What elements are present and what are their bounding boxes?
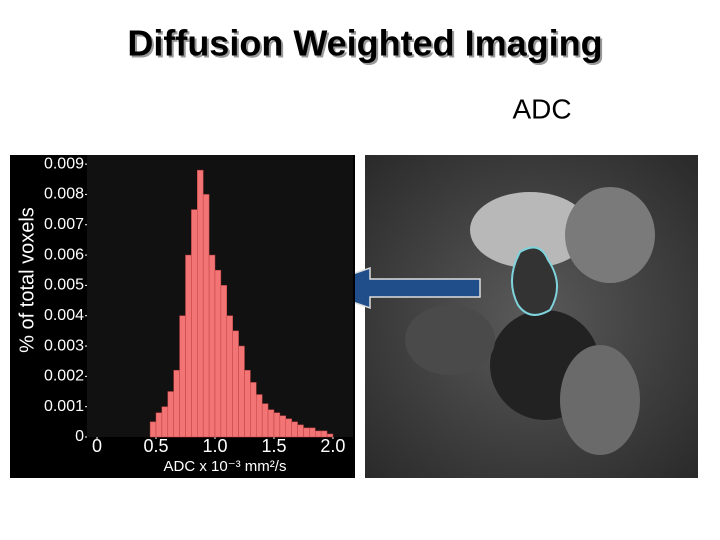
bar (303, 427, 310, 438)
bar (238, 345, 245, 438)
bar (273, 412, 281, 438)
y-tick-label: 0.001 (44, 398, 84, 415)
bar (208, 254, 216, 438)
bar (202, 194, 210, 438)
bar (185, 254, 192, 438)
bar (320, 430, 328, 438)
bar (214, 269, 222, 438)
bar (326, 433, 334, 438)
y-tick-label: 0.008 (44, 186, 84, 203)
y-tick-label: 0.003 (44, 337, 84, 354)
mri-image (365, 155, 698, 478)
bar (256, 394, 263, 438)
x-tick-label: 2.0 (320, 436, 345, 456)
bar (285, 418, 292, 438)
bar (197, 169, 204, 438)
x-axis-label: ADC x 10⁻³ mm²/s (164, 458, 287, 475)
bar (149, 421, 157, 438)
x-tick-label: 0.5 (143, 436, 168, 456)
bar (167, 391, 174, 438)
bar (161, 406, 169, 438)
bar (191, 209, 198, 438)
x-tick-label: 1.5 (261, 436, 286, 456)
bar (279, 415, 287, 438)
title-shadow: Diffusion Weighted Imaging (129, 25, 604, 66)
y-tick-label: 0 (75, 428, 84, 445)
bar (297, 424, 304, 438)
bar (232, 330, 239, 438)
y-tick-label: 0.002 (44, 368, 84, 385)
bar (173, 370, 180, 438)
slide-title: Diffusion Weighted Imaging (127, 23, 602, 64)
x-tick-label: 1.0 (202, 436, 227, 456)
bar (220, 285, 228, 438)
y-axis-label: % of total voxels (16, 207, 38, 353)
y-tick-label: 0.009 (44, 155, 84, 172)
bar (155, 412, 163, 438)
bar (250, 382, 257, 438)
y-tick-label: 0.005 (44, 277, 84, 294)
bar (291, 421, 298, 438)
y-tick-label: 0.004 (44, 307, 84, 324)
y-tick-label: 0.007 (44, 216, 84, 233)
y-tick-label: 0.006 (44, 246, 84, 263)
bar (179, 315, 186, 438)
bar (261, 403, 269, 438)
bar (315, 430, 322, 438)
x-tick-label: 0 (92, 436, 102, 456)
bar (244, 370, 251, 438)
bar (226, 315, 233, 438)
image-label: ADC (512, 93, 571, 124)
bar (309, 427, 316, 438)
bar (267, 409, 275, 438)
